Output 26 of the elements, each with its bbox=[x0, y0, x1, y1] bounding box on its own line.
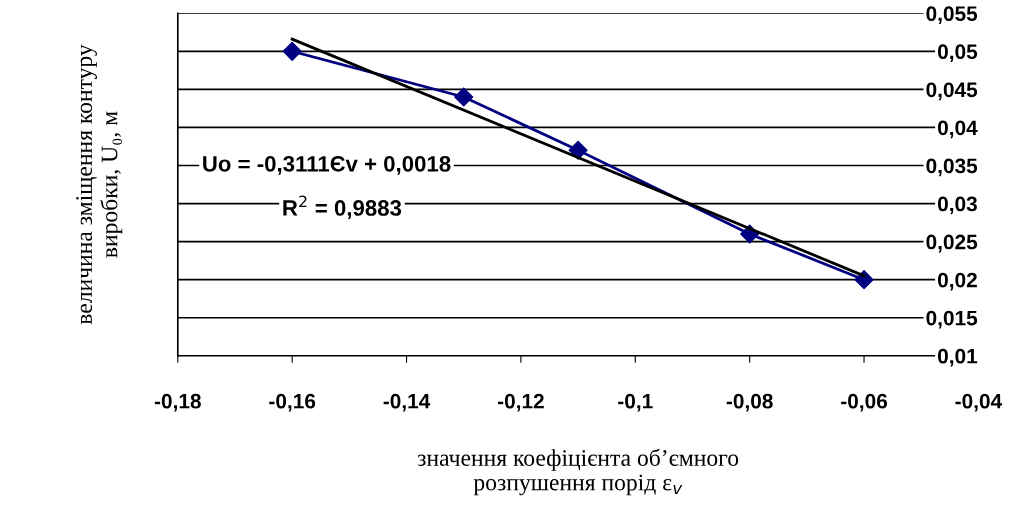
x-axis-title: значення коефіцієнта об’ємного розпушення порід ε$_{v}$ bbox=[417, 448, 739, 496]
y-tick-label: 0,025 bbox=[926, 234, 978, 253]
x-tick-label: -0,06 bbox=[841, 393, 888, 412]
y-tick-label: 0,03 bbox=[937, 196, 977, 215]
y-tick-label: 0,045 bbox=[926, 82, 978, 101]
y-tick-label: 0,02 bbox=[937, 272, 977, 291]
x-tick-label: -0,12 bbox=[497, 393, 544, 412]
point bbox=[854, 270, 874, 290]
annotation: Uo = -0,3111Єv + 0,0018 bbox=[203, 155, 451, 175]
y-axis-title: величина зміщення контуру виробки, U₀, м bbox=[76, 44, 123, 325]
x-tick-label: -0,04 bbox=[955, 393, 1003, 412]
point bbox=[282, 41, 302, 61]
point bbox=[568, 140, 588, 160]
point bbox=[454, 87, 474, 107]
y-tick-label: 0,055 bbox=[926, 6, 978, 25]
x-tick-label: -0,14 bbox=[383, 393, 431, 412]
y-tick-label: 0,015 bbox=[926, 310, 978, 329]
y-tick-label: 0,04 bbox=[937, 120, 978, 139]
x-tick-label: -0,16 bbox=[269, 393, 316, 412]
y-tick-label: 0,01 bbox=[937, 348, 978, 367]
x-tick-label: -0,08 bbox=[726, 393, 773, 412]
y-tick-label: 0,05 bbox=[937, 44, 978, 63]
x-tick-label: -0,1 bbox=[618, 393, 653, 412]
y-tick-label: 0,035 bbox=[926, 158, 978, 177]
annotation: R$^{2}$ = 0,9883 bbox=[283, 195, 402, 220]
x-tick-label: -0,18 bbox=[154, 393, 201, 412]
